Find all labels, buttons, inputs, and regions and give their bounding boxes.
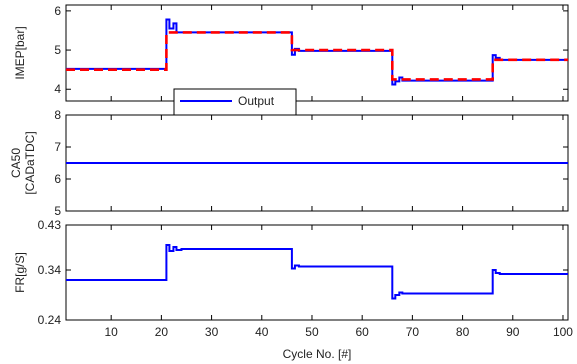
- y-tick-label: 0.24: [38, 313, 62, 327]
- series-line-output: [66, 18, 568, 86]
- x-tick-label: 70: [406, 325, 420, 339]
- panel-1-frame: [65, 4, 569, 102]
- x-tick-label: 50: [305, 325, 319, 339]
- x-tick-label: 40: [255, 325, 269, 339]
- x-tick-label: 100: [553, 325, 573, 339]
- y-axis-label: FR[g/S]: [13, 252, 27, 293]
- x-tick-label: 60: [356, 325, 370, 339]
- x-tick-label: 20: [155, 325, 169, 339]
- panel-3: 0.24 0.34 0.43 10 20 30 40 50 60 70 80 90 100 FR[g/S]…: [13, 218, 573, 361]
- y-tick-label: 0.34: [38, 263, 62, 277]
- y-tick-label: 0.43: [38, 218, 62, 232]
- x-tick-label: 80: [456, 325, 470, 339]
- y-axis-label-line: CA50: [9, 148, 23, 178]
- y-tick-label: 7: [54, 140, 61, 154]
- x-tick-label: 90: [506, 325, 520, 339]
- x-tick-label: 30: [205, 325, 219, 339]
- x-axis-label: Cycle No. [#]: [283, 347, 352, 361]
- legend-label-output: Output: [238, 94, 275, 108]
- y-tick-label: 4: [54, 82, 61, 96]
- series-line-desired: [66, 31, 568, 81]
- x-tick-label: 10: [105, 325, 119, 339]
- y-tick-label: 8: [54, 108, 61, 122]
- y-tick-label: 5: [54, 204, 61, 218]
- panel-2: 5 6 7 8 CA50 [CADaTDC]: [9, 108, 569, 218]
- panel-3-frame: [65, 224, 569, 321]
- y-axis-label: IMEP[bar]: [13, 26, 27, 79]
- y-tick-label: 5: [54, 43, 61, 57]
- y-axis-label-line: [CADaTDC]: [23, 131, 37, 194]
- y-tick-label: 6: [54, 4, 61, 18]
- series-line-panel3: [66, 244, 568, 300]
- y-tick-label: 6: [54, 172, 61, 186]
